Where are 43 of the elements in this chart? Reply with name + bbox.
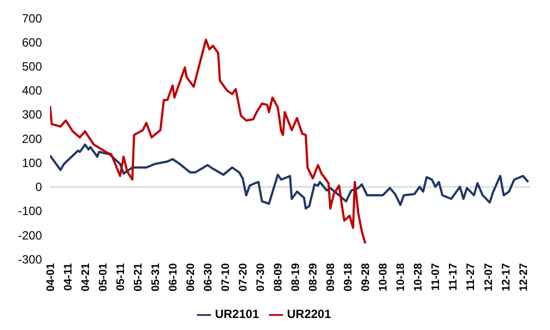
x-tick-label: 09-18 [342,263,355,292]
legend-label: UR2201 [287,307,332,322]
y-tick-label: 600 [22,35,42,50]
x-tick-label: 05-21 [132,263,144,292]
x-tick-label: 10-08 [378,263,390,292]
x-tick-label: 11-17 [448,263,460,291]
line-series [50,38,366,245]
x-tick-label: 07-30 [255,263,268,292]
x-tick-label: 09-08 [325,263,338,292]
y-tick-label: -200 [18,228,42,242]
x-tick-label: 04-01 [44,263,57,292]
y-tick-label: 200 [22,132,42,146]
x-tick-label: 04-21 [80,263,92,292]
x-tick-label: 07-20 [238,263,250,292]
x-tick-label: 08-09 [272,263,285,292]
y-tick-label: -300 [18,252,42,266]
x-tick-label: 06-20 [184,263,197,292]
x-tick-label: 05-31 [150,263,162,292]
y-tick-label: 700 [22,11,42,26]
x-tick-label: 07-10 [220,263,232,292]
x-tick-label: 04-11 [62,263,74,291]
x-tick-label: 05-01 [97,263,110,292]
y-tick-label: 300 [22,108,42,122]
x-tick-label: 11-07 [430,263,442,291]
y-tick-label: 100 [22,156,42,170]
legend-label: UR2101 [214,307,259,322]
x-tick-label: 11-27 [465,263,478,291]
x-tick-label: 10-18 [395,263,408,292]
y-tick-label: 400 [22,84,42,98]
x-tick-label: 05-11 [114,263,127,291]
x-tick-label: 12-27 [518,263,530,292]
x-tick-label: 09-28 [360,263,372,292]
y-tick-label: -100 [18,204,42,218]
y-tick-label: 0 [35,180,42,194]
x-tick-label: 08-19 [290,263,302,292]
x-tick-label: 12-17 [500,263,512,292]
x-tick-label: 08-29 [308,263,320,292]
y-tick-label: 500 [22,59,42,74]
x-tick-label: 12-07 [482,263,495,292]
x-tick-label: 06-10 [167,263,180,292]
x-tick-label: 10-28 [412,263,425,292]
x-tick-label: 06-30 [202,263,214,292]
line-series [50,144,530,210]
